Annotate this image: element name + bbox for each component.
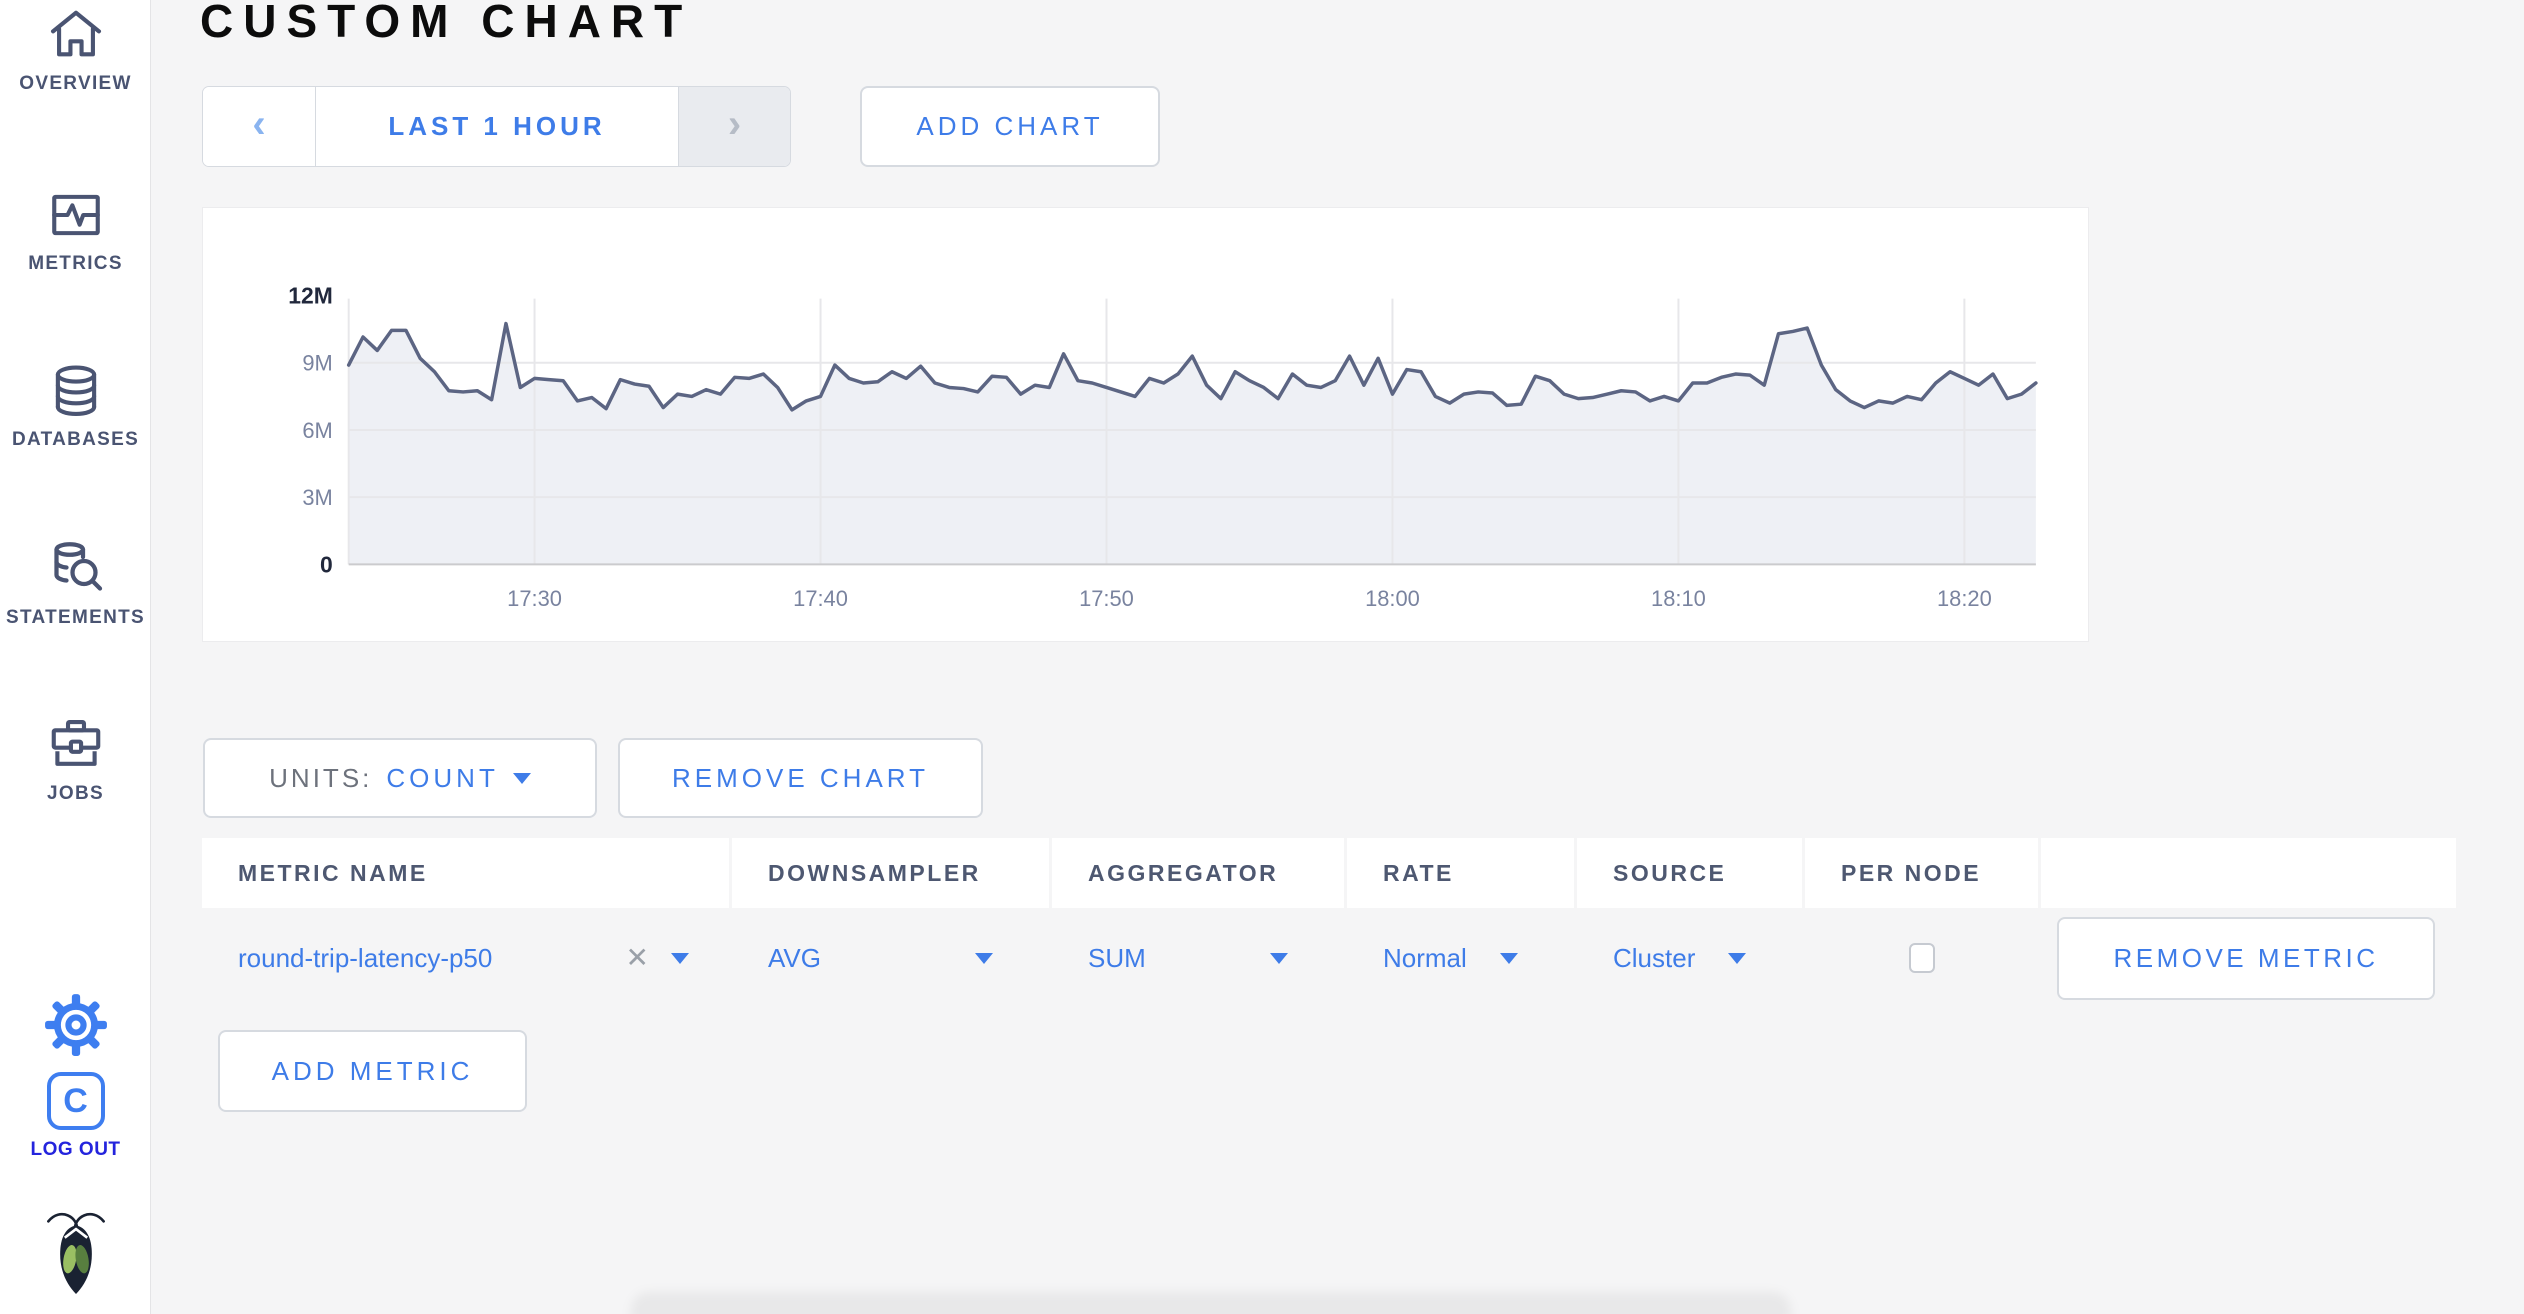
svg-text:17:50: 17:50	[1079, 586, 1134, 611]
statements-icon	[53, 542, 102, 591]
metrics-table-header: METRIC NAME DOWNSAMPLER AGGREGATOR RATE …	[202, 838, 2456, 908]
time-range-dropdown[interactable]: LAST 1 HOUR	[315, 87, 679, 166]
source-cell: Cluster	[1577, 908, 1802, 1008]
downsampler-select[interactable]: AVG	[768, 943, 1049, 974]
svg-text:3M: 3M	[302, 485, 332, 510]
col-header-source: SOURCE	[1577, 838, 1802, 908]
svg-text:17:30: 17:30	[507, 586, 562, 611]
col-header-aggregator: AGGREGATOR	[1052, 838, 1344, 908]
chart-card: 0 3M 6M 9M 12M 17:30 17:40 17:50 18:00 18:10 18:20	[202, 207, 2089, 642]
svg-text:0: 0	[320, 551, 333, 577]
cockroach-bug-icon	[46, 1212, 105, 1294]
sidebar-item-overview[interactable]: OVERVIEW	[0, 6, 151, 95]
source-value: Cluster	[1613, 942, 1696, 973]
units-dropdown[interactable]: UNITS: COUNT	[203, 738, 597, 818]
svg-text:18:20: 18:20	[1937, 586, 1992, 611]
logo-letter: C	[63, 1081, 88, 1120]
sidebar-item-databases[interactable]: DATABASES	[0, 362, 151, 451]
custom-chart-plot: 0 3M 6M 9M 12M 17:30 17:40 17:50 18:00 18:10 18:20	[288, 283, 2038, 611]
sidebar-item-metrics[interactable]: METRICS	[0, 186, 151, 275]
sidebar-item-label: METRICS	[28, 253, 123, 274]
chevron-right-icon: ›	[727, 101, 742, 146]
gear-icon	[44, 994, 107, 1056]
brand-logo	[0, 1206, 151, 1296]
col-header-rate: RATE	[1347, 838, 1574, 908]
clear-icon[interactable]: ✕	[625, 942, 649, 973]
metrics-icon	[51, 194, 100, 236]
chevron-down-icon	[1270, 952, 1288, 964]
rate-value: Normal	[1383, 942, 1467, 973]
bottom-overlay-shadow	[631, 1292, 1791, 1314]
svg-text:6M: 6M	[302, 418, 332, 443]
svg-text:18:00: 18:00	[1365, 586, 1420, 611]
time-range-picker: ‹ LAST 1 HOUR ›	[202, 86, 791, 167]
main-content: CUSTOM CHART ‹ LAST 1 HOUR › ADD CHART 0…	[151, 0, 2524, 1314]
svg-text:9M: 9M	[302, 351, 332, 376]
rate-cell: Normal	[1347, 908, 1574, 1008]
time-range-next-button[interactable]: ›	[679, 87, 790, 166]
sidebar-item-jobs[interactable]: JOBS	[0, 716, 151, 805]
add-chart-button[interactable]: ADD CHART	[860, 86, 1160, 167]
source-select[interactable]: Cluster	[1613, 943, 1802, 974]
svg-text:18:10: 18:10	[1651, 586, 1706, 611]
chevron-down-icon	[512, 772, 531, 784]
chevron-down-icon	[1728, 952, 1746, 964]
sidebar-item-settings[interactable]	[0, 992, 151, 1058]
aggregator-cell: SUM	[1052, 908, 1344, 1008]
col-header-per-node: PER NODE	[1805, 838, 2038, 908]
add-metric-button[interactable]: ADD METRIC	[218, 1030, 527, 1112]
aggregator-select[interactable]: SUM	[1088, 943, 1344, 974]
col-header-metric-name: METRIC NAME	[202, 838, 729, 908]
chevron-down-icon	[1500, 952, 1518, 964]
col-header-downsampler: DOWNSAMPLER	[732, 838, 1049, 908]
remove-metric-button[interactable]: REMOVE METRIC	[2057, 916, 2435, 1000]
home-icon	[50, 10, 101, 57]
time-range-prev-button[interactable]: ‹	[203, 87, 315, 166]
svg-text:12M: 12M	[288, 283, 333, 309]
metric-name-select[interactable]: round-trip-latency-p50 ✕	[238, 943, 729, 974]
time-range-label: LAST 1 HOUR	[388, 111, 606, 141]
database-icon	[55, 365, 96, 417]
col-header-actions	[2041, 838, 2456, 908]
aggregator-value: SUM	[1088, 942, 1146, 973]
cockroach-c-logo: C	[46, 1072, 105, 1130]
briefcase-icon	[51, 719, 100, 766]
chevron-down-icon	[671, 952, 689, 964]
metric-name-cell: round-trip-latency-p50 ✕	[202, 908, 729, 1008]
downsampler-cell: AVG	[732, 908, 1049, 1008]
sidebar: OVERVIEW METRICS DATABASES	[0, 0, 151, 1314]
sidebar-item-label: OVERVIEW	[19, 73, 132, 94]
svg-text:17:40: 17:40	[793, 586, 848, 611]
metric-name-value: round-trip-latency-p50	[238, 942, 493, 973]
per-node-cell	[1805, 908, 2038, 1008]
units-label: UNITS:	[269, 762, 373, 793]
chevron-down-icon	[975, 952, 993, 964]
per-node-checkbox[interactable]	[1908, 943, 1935, 973]
metrics-table-row: round-trip-latency-p50 ✕ AVG SUM	[202, 908, 2456, 1008]
sidebar-item-statements[interactable]: STATEMENTS	[0, 538, 151, 629]
row-actions-cell: REMOVE METRIC	[2041, 908, 2456, 1008]
sidebar-item-label: JOBS	[47, 783, 104, 804]
rate-select[interactable]: Normal	[1383, 943, 1574, 974]
logout-label: LOG OUT	[30, 1139, 121, 1160]
sidebar-item-label: STATEMENTS	[6, 607, 145, 628]
downsampler-value: AVG	[768, 942, 821, 973]
chevron-left-icon: ‹	[252, 101, 266, 146]
sidebar-item-logout[interactable]: C LOG OUT	[0, 1072, 151, 1161]
remove-chart-button[interactable]: REMOVE CHART	[618, 738, 983, 818]
page-title: CUSTOM CHART	[200, 0, 693, 47]
units-value: COUNT	[386, 762, 499, 793]
sidebar-item-label: DATABASES	[11, 429, 140, 450]
